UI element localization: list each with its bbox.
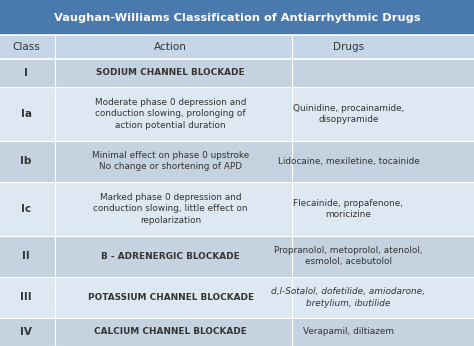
Text: IV: IV xyxy=(20,327,32,337)
Bar xyxy=(0,277,474,318)
Bar xyxy=(0,35,474,58)
Text: SODIUM CHANNEL BLOCKADE: SODIUM CHANNEL BLOCKADE xyxy=(96,68,245,77)
Text: II: II xyxy=(22,251,30,261)
Text: Minimal effect on phase 0 upstroke
No change or shortening of APD: Minimal effect on phase 0 upstroke No ch… xyxy=(92,151,249,172)
Bar xyxy=(0,0,474,35)
Text: Drugs: Drugs xyxy=(333,42,364,52)
Text: Marked phase 0 depression and
conduction slowing, little effect on
repolarizatio: Marked phase 0 depression and conduction… xyxy=(93,193,248,225)
Text: Ic: Ic xyxy=(21,204,31,214)
Text: Verapamil, diltiazem: Verapamil, diltiazem xyxy=(303,327,394,336)
Text: Moderate phase 0 depression and
conduction slowing, prolonging of
action potenti: Moderate phase 0 depression and conducti… xyxy=(95,98,246,130)
Text: Ia: Ia xyxy=(20,109,32,119)
Text: I: I xyxy=(24,68,28,78)
Text: Class: Class xyxy=(12,42,40,52)
Text: Lidocaine, mexiletine, tocainide: Lidocaine, mexiletine, tocainide xyxy=(277,157,419,166)
Bar xyxy=(0,87,474,141)
Text: d,l-Sotalol, dofetilide, amiodarone,
bretylium, ibutilide: d,l-Sotalol, dofetilide, amiodarone, bre… xyxy=(272,287,425,308)
Text: CALCIUM CHANNEL BLOCKADE: CALCIUM CHANNEL BLOCKADE xyxy=(94,327,247,336)
Text: Quinidine, procainamide,
disopyramide: Quinidine, procainamide, disopyramide xyxy=(293,103,404,124)
Text: Vaughan-Williams Classification of Antiarrhythmic Drugs: Vaughan-Williams Classification of Antia… xyxy=(54,12,420,22)
Bar xyxy=(0,318,474,346)
Bar xyxy=(0,141,474,182)
Text: Action: Action xyxy=(154,42,187,52)
Text: III: III xyxy=(20,292,32,302)
Text: B - ADRENERGIC BLOCKADE: B - ADRENERGIC BLOCKADE xyxy=(101,252,240,261)
Bar xyxy=(0,58,474,87)
Text: Propranolol, metoprolol, atenolol,
esmolol, acebutolol: Propranolol, metoprolol, atenolol, esmol… xyxy=(274,246,423,266)
Text: Flecainide, propafenone,
moricizine: Flecainide, propafenone, moricizine xyxy=(293,199,403,219)
Bar xyxy=(0,182,474,236)
Text: Ib: Ib xyxy=(20,156,32,166)
Bar xyxy=(0,236,474,277)
Text: POTASSIUM CHANNEL BLOCKADE: POTASSIUM CHANNEL BLOCKADE xyxy=(88,293,254,302)
